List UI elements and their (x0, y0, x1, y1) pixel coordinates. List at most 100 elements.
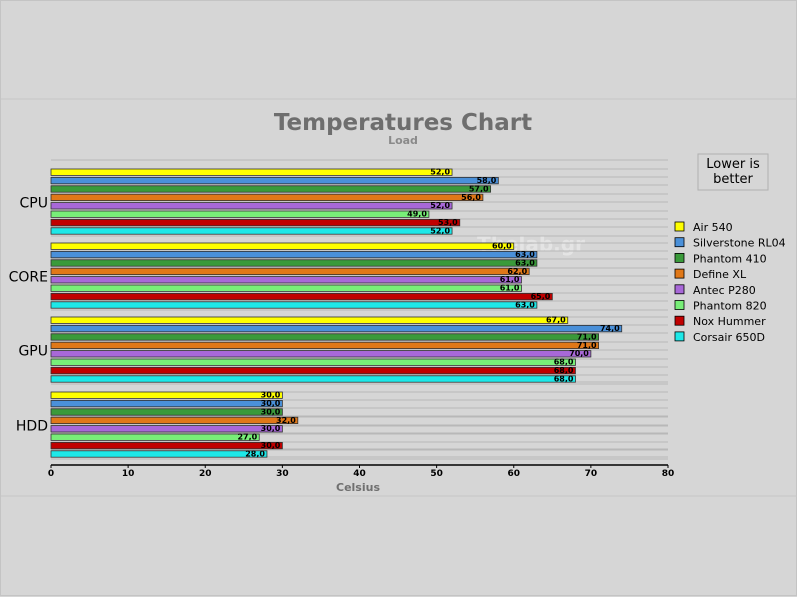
bar (50, 391, 283, 399)
category-label: GPU (18, 344, 48, 360)
bar (50, 250, 538, 259)
data-label: 56,0 (461, 193, 481, 202)
legend: Air 540 Silverstone RL04 Phantom 410 Define… (674, 221, 786, 344)
x-tick-label: 30 (276, 469, 289, 479)
category-label: HDD (16, 419, 48, 435)
data-label: 30,0 (261, 407, 281, 416)
bar (50, 276, 522, 284)
legend-swatch (674, 221, 685, 232)
bar (50, 408, 283, 416)
bar (50, 358, 576, 366)
data-label: 57,0 (469, 184, 489, 193)
data-label: 68,0 (554, 374, 574, 383)
note-box: Lower is better (697, 153, 769, 191)
bar-group: 52,058,057,056,052,049,053,052,060,063,0… (50, 168, 623, 458)
data-label: 74,0 (600, 324, 620, 333)
bar (50, 218, 461, 227)
legend-swatch (674, 237, 685, 248)
data-label: 52,0 (430, 226, 450, 235)
data-label: 32,0 (276, 416, 296, 425)
data-label: 52,0 (430, 201, 450, 210)
bar (50, 193, 484, 201)
data-label: 70,0 (569, 349, 589, 358)
data-label: 63,0 (515, 250, 535, 259)
chart-subtitle: Load (388, 134, 418, 147)
data-label: 71,0 (577, 341, 597, 350)
bar (50, 441, 283, 450)
data-label: 63,0 (515, 258, 535, 267)
bar (50, 176, 499, 185)
data-label: 30,0 (261, 399, 281, 408)
bar (50, 333, 599, 341)
legend-label: Antec P280 (693, 284, 756, 297)
bar (50, 284, 522, 292)
x-axis: 0 10 20 30 40 50 60 70 80 (48, 464, 675, 479)
data-label: 52,0 (430, 168, 450, 177)
x-tick-label: 40 (353, 469, 366, 479)
bar (50, 202, 453, 210)
bar (50, 341, 599, 350)
bar (50, 301, 538, 309)
x-tick-label: 0 (48, 469, 54, 479)
category-label: CORE (9, 270, 48, 286)
data-label: 30,0 (261, 424, 281, 433)
legend-label: Air 540 (693, 221, 733, 234)
data-label: 58,0 (477, 176, 497, 185)
bar (50, 316, 569, 324)
data-label: 30,0 (261, 391, 281, 400)
x-axis-title: Celsius (336, 481, 380, 494)
bar (50, 210, 430, 218)
bar (50, 168, 453, 176)
legend-label: Corsair 650D (693, 331, 765, 344)
legend-label: Phantom 820 (693, 300, 767, 313)
bar (50, 450, 268, 458)
data-label: 60,0 (492, 242, 512, 251)
legend-label: Nox Hummer (693, 315, 766, 328)
x-tick-label: 70 (585, 469, 598, 479)
legend-swatch (674, 252, 685, 263)
bar (50, 433, 260, 441)
x-tick-label: 60 (507, 469, 520, 479)
bar (50, 267, 530, 276)
data-label: 53,0 (438, 218, 458, 227)
bar (50, 350, 592, 358)
x-tick-label: 20 (199, 469, 212, 479)
bar (50, 425, 283, 433)
data-label: 61,0 (500, 284, 520, 293)
data-label: 71,0 (577, 332, 597, 341)
data-label: 49,0 (407, 210, 427, 219)
legend-swatch (674, 268, 685, 279)
data-label: 65,0 (531, 292, 551, 301)
x-tick-label: 10 (122, 469, 135, 479)
data-label: 68,0 (554, 366, 574, 375)
note-line-1: Lower is (706, 157, 760, 172)
legend-label: Define XL (693, 268, 747, 281)
legend-swatch (674, 300, 685, 310)
y-axis-categories: CPU CORE GPU HDD (9, 196, 48, 435)
data-label: 63,0 (515, 300, 535, 309)
x-tick-label: 50 (430, 469, 443, 479)
legend-label: Silverstone RL04 (693, 237, 786, 250)
bar (50, 399, 283, 408)
data-label: 62,0 (507, 267, 527, 276)
bar (50, 185, 492, 193)
legend-swatch (674, 331, 685, 342)
bar (50, 259, 538, 267)
data-label: 68,0 (554, 358, 574, 367)
bar (50, 292, 553, 301)
note-box-border (697, 153, 769, 191)
note-line-2: better (713, 172, 753, 187)
legend-label: Phantom 410 (693, 252, 767, 265)
chart-title: Temperatures Chart (274, 110, 532, 136)
data-label: 30,0 (261, 441, 281, 450)
category-label: CPU (20, 196, 48, 212)
data-label: 28,0 (245, 449, 265, 458)
bar (50, 366, 576, 375)
x-tick-label: 80 (662, 469, 675, 479)
bar (50, 227, 453, 235)
data-label: 67,0 (546, 316, 566, 325)
legend-swatch (674, 284, 685, 295)
data-label: 27,0 (237, 433, 257, 442)
